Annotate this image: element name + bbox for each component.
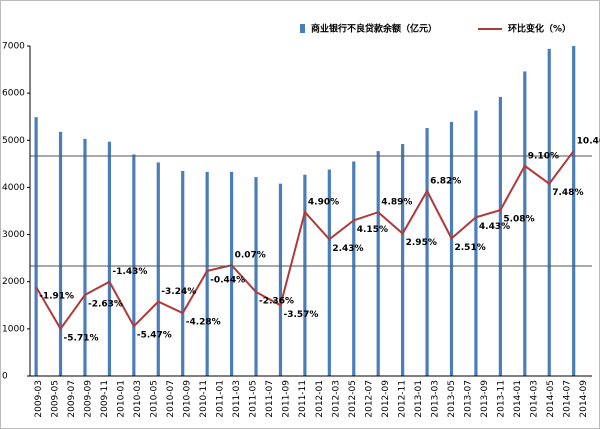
bar	[425, 128, 429, 376]
data-label: -0.44%	[210, 275, 245, 285]
x-tick-label: 2011-11	[298, 380, 308, 418]
x-tick-label: 2012-11	[397, 380, 407, 418]
bar	[352, 161, 356, 376]
y-tick-label: 2000	[2, 277, 25, 287]
bar	[376, 151, 380, 376]
x-tick-label: 2013-03	[430, 380, 440, 418]
bar	[278, 183, 283, 376]
x-tick-label: 2014-09	[579, 380, 589, 418]
data-label: -1.43%	[112, 267, 147, 277]
data-label: 9.10%	[528, 151, 559, 161]
data-label: 4.90%	[308, 198, 339, 208]
bar	[327, 169, 331, 376]
legend-label: 环比变化（%）	[508, 23, 571, 35]
data-label: 2.51%	[455, 243, 486, 253]
data-label: 6.82%	[430, 176, 461, 186]
x-tick-label: 2011-07	[265, 380, 275, 418]
data-label: 2.43%	[332, 244, 363, 254]
bar	[83, 138, 87, 376]
x-tick-label: 2009-07	[67, 380, 77, 418]
legend-label: 商业银行不良贷款余额（亿元）	[311, 23, 437, 35]
y-tick-label: 4000	[2, 183, 25, 193]
bar	[254, 177, 258, 376]
data-label: -2.63%	[88, 299, 123, 309]
x-tick-label: 2012-01	[315, 380, 325, 418]
bar	[401, 144, 405, 376]
x-tick-label: 2011-05	[249, 380, 259, 418]
data-label: -2.36%	[259, 296, 294, 306]
data-label: -5.47%	[137, 331, 172, 341]
data-label: -4.28%	[186, 318, 221, 328]
bar	[156, 162, 160, 376]
data-label: 4.43%	[479, 222, 510, 232]
data-label: 2.95%	[406, 238, 437, 248]
x-tick-label: 2012-09	[381, 380, 391, 418]
x-tick-label: 2009-05	[50, 380, 60, 418]
x-tick-label: 2012-07	[364, 380, 374, 418]
x-tick-label: 2010-05	[149, 380, 159, 418]
bar	[205, 171, 209, 376]
bar	[132, 154, 136, 376]
x-tick-label: 2014-07	[563, 380, 573, 418]
x-tick-label: 2010-03	[133, 380, 143, 418]
data-label: 4.15%	[357, 225, 388, 235]
bar	[58, 131, 63, 376]
x-tick-label: 2010-09	[183, 380, 193, 418]
x-tick-label: 2011-09	[282, 380, 292, 418]
line	[35, 150, 575, 331]
x-tick-label: 2012-03	[331, 380, 341, 418]
bar	[181, 170, 185, 376]
y-tick-label: 5000	[2, 136, 25, 146]
y-tick-label: 3000	[2, 230, 25, 240]
data-label: 0.07%	[235, 251, 266, 261]
x-tick-label: 2014-05	[546, 380, 556, 418]
x-tick-label: 2013-05	[447, 380, 457, 418]
y-tick-label: 7000	[2, 42, 25, 52]
data-label: 4.89%	[381, 198, 412, 208]
bar	[449, 121, 454, 376]
data-label: -1.91%	[39, 292, 74, 302]
bar	[303, 174, 307, 376]
x-tick-label: 2013-07	[464, 380, 474, 418]
x-tick-label: 2013-01	[414, 380, 424, 418]
y-tick-label: 1000	[2, 324, 25, 334]
x-tick-label: 2011-03	[232, 380, 242, 418]
bar	[547, 48, 551, 376]
x-tick-label: 2009-09	[83, 380, 93, 418]
legend-swatch	[300, 24, 305, 33]
x-tick-label: 2010-11	[199, 380, 209, 418]
x-tick-label: 2009-03	[34, 380, 44, 418]
x-tick-label: 2011-01	[216, 380, 226, 418]
x-tick-label: 2013-09	[480, 380, 490, 418]
plot-area	[34, 46, 576, 376]
y-tick-label: 6000	[2, 89, 25, 99]
x-tick-label: 2014-01	[513, 380, 523, 418]
data-label: 10.46%	[577, 136, 600, 146]
bar	[498, 96, 502, 376]
data-label: 7.48%	[552, 188, 583, 198]
y-tick-label: 0	[2, 372, 8, 382]
bar	[474, 110, 478, 376]
bar	[229, 171, 234, 376]
x-tick-label: 2012-05	[348, 380, 358, 418]
x-tick-label: 2014-03	[530, 380, 540, 418]
bar	[107, 141, 112, 376]
bar	[523, 71, 527, 376]
data-label: -5.71%	[64, 333, 99, 343]
x-tick-label: 2013-11	[497, 380, 507, 418]
x-tick-label: 2010-07	[166, 380, 176, 418]
x-tick-label: 2010-01	[116, 380, 126, 418]
bar	[34, 117, 38, 376]
data-label: -3.57%	[283, 310, 318, 320]
x-tick-label: 2009-11	[100, 380, 110, 418]
bar	[572, 46, 576, 376]
data-label: -3.24%	[161, 287, 196, 297]
data-label: 5.08%	[503, 215, 534, 225]
